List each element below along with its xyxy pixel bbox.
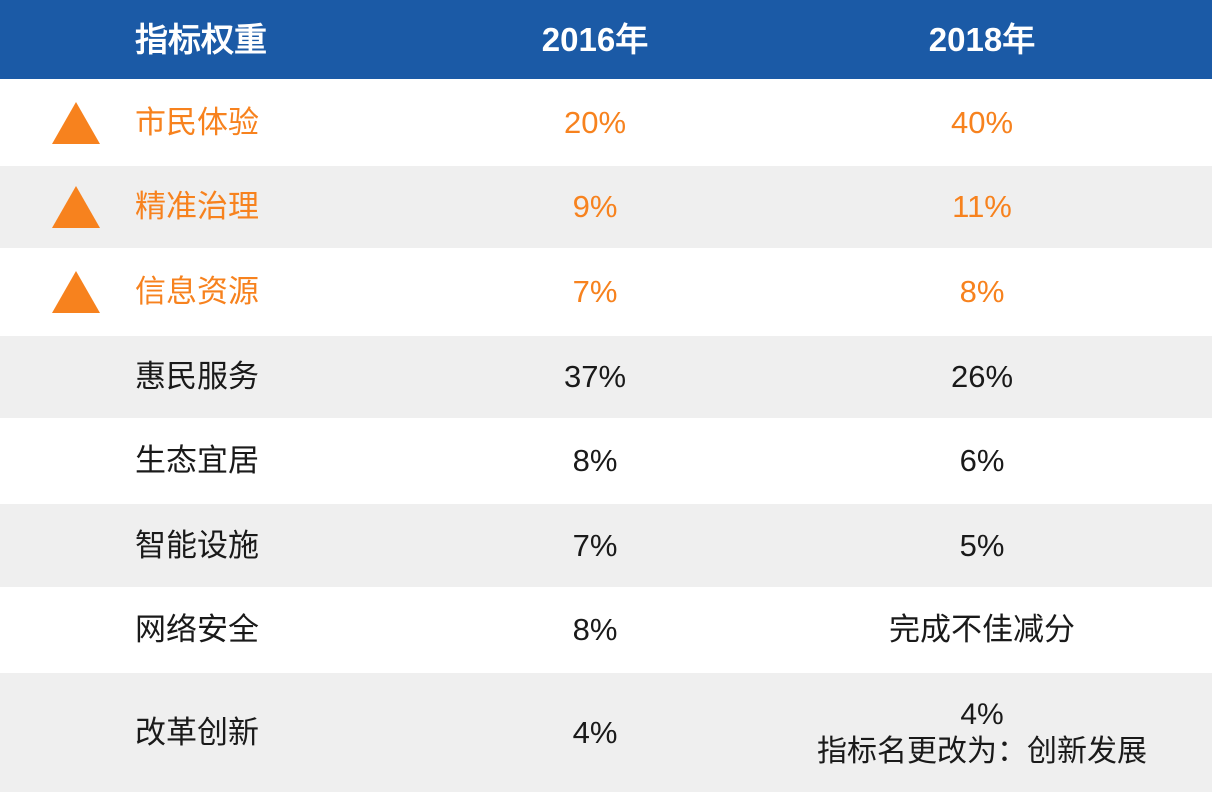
row-label: 网络安全 [135, 612, 259, 648]
value-2018: 5% [959, 527, 1005, 563]
row-label: 惠民服务 [135, 359, 259, 395]
value-2018: 4% [960, 697, 1004, 731]
row-label: 改革创新 [135, 714, 259, 750]
table-row: 惠民服务 37% 26% [0, 336, 1212, 418]
value-2016: 9% [572, 189, 618, 225]
value-2018: 11% [952, 189, 1012, 225]
value-2016: 7% [572, 527, 618, 563]
value-2016: 7% [572, 274, 618, 310]
table-row: 生态宜居 8% 6% [0, 418, 1212, 504]
up-triangle-icon [52, 271, 100, 313]
value-2018-note: 指标名更改为：创新发展 [817, 734, 1147, 768]
table-header-row: 指标权重 2016年 2018年 [0, 0, 1212, 79]
header-2018: 2018年 [928, 20, 1036, 58]
value-2016: 20% [563, 104, 627, 140]
value-2016: 8% [572, 612, 618, 648]
value-2018: 26% [950, 359, 1014, 395]
table-row: 网络安全 8% 完成不佳减分 [0, 587, 1212, 673]
up-triangle-icon [52, 186, 100, 228]
value-2016: 4% [572, 714, 618, 750]
row-label: 智能设施 [135, 527, 259, 563]
header-2016: 2016年 [541, 20, 649, 58]
up-triangle-icon [52, 101, 100, 144]
row-label: 生态宜居 [135, 443, 259, 479]
row-label: 精准治理 [135, 189, 259, 225]
header-indicator: 指标权重 [135, 20, 267, 58]
value-2018: 完成不佳减分 [889, 612, 1075, 648]
table-row: 改革创新 4% 4% 指标名更改为：创新发展 [0, 673, 1212, 792]
value-2018: 40% [950, 104, 1014, 140]
row-label: 市民体验 [135, 104, 259, 140]
value-2016: 8% [572, 443, 618, 479]
table-row: 信息资源 7% 8% [0, 248, 1212, 336]
value-2018: 8% [959, 274, 1005, 310]
table-row: 精准治理 9% 11% [0, 166, 1212, 248]
value-2016: 37% [563, 359, 627, 395]
value-2018-group: 4% 指标名更改为：创新发展 [752, 696, 1212, 770]
row-label: 信息资源 [135, 274, 259, 310]
table-row: 智能设施 7% 5% [0, 504, 1212, 587]
value-2018: 6% [959, 443, 1005, 479]
table-row: 市民体验 20% 40% [0, 79, 1212, 166]
